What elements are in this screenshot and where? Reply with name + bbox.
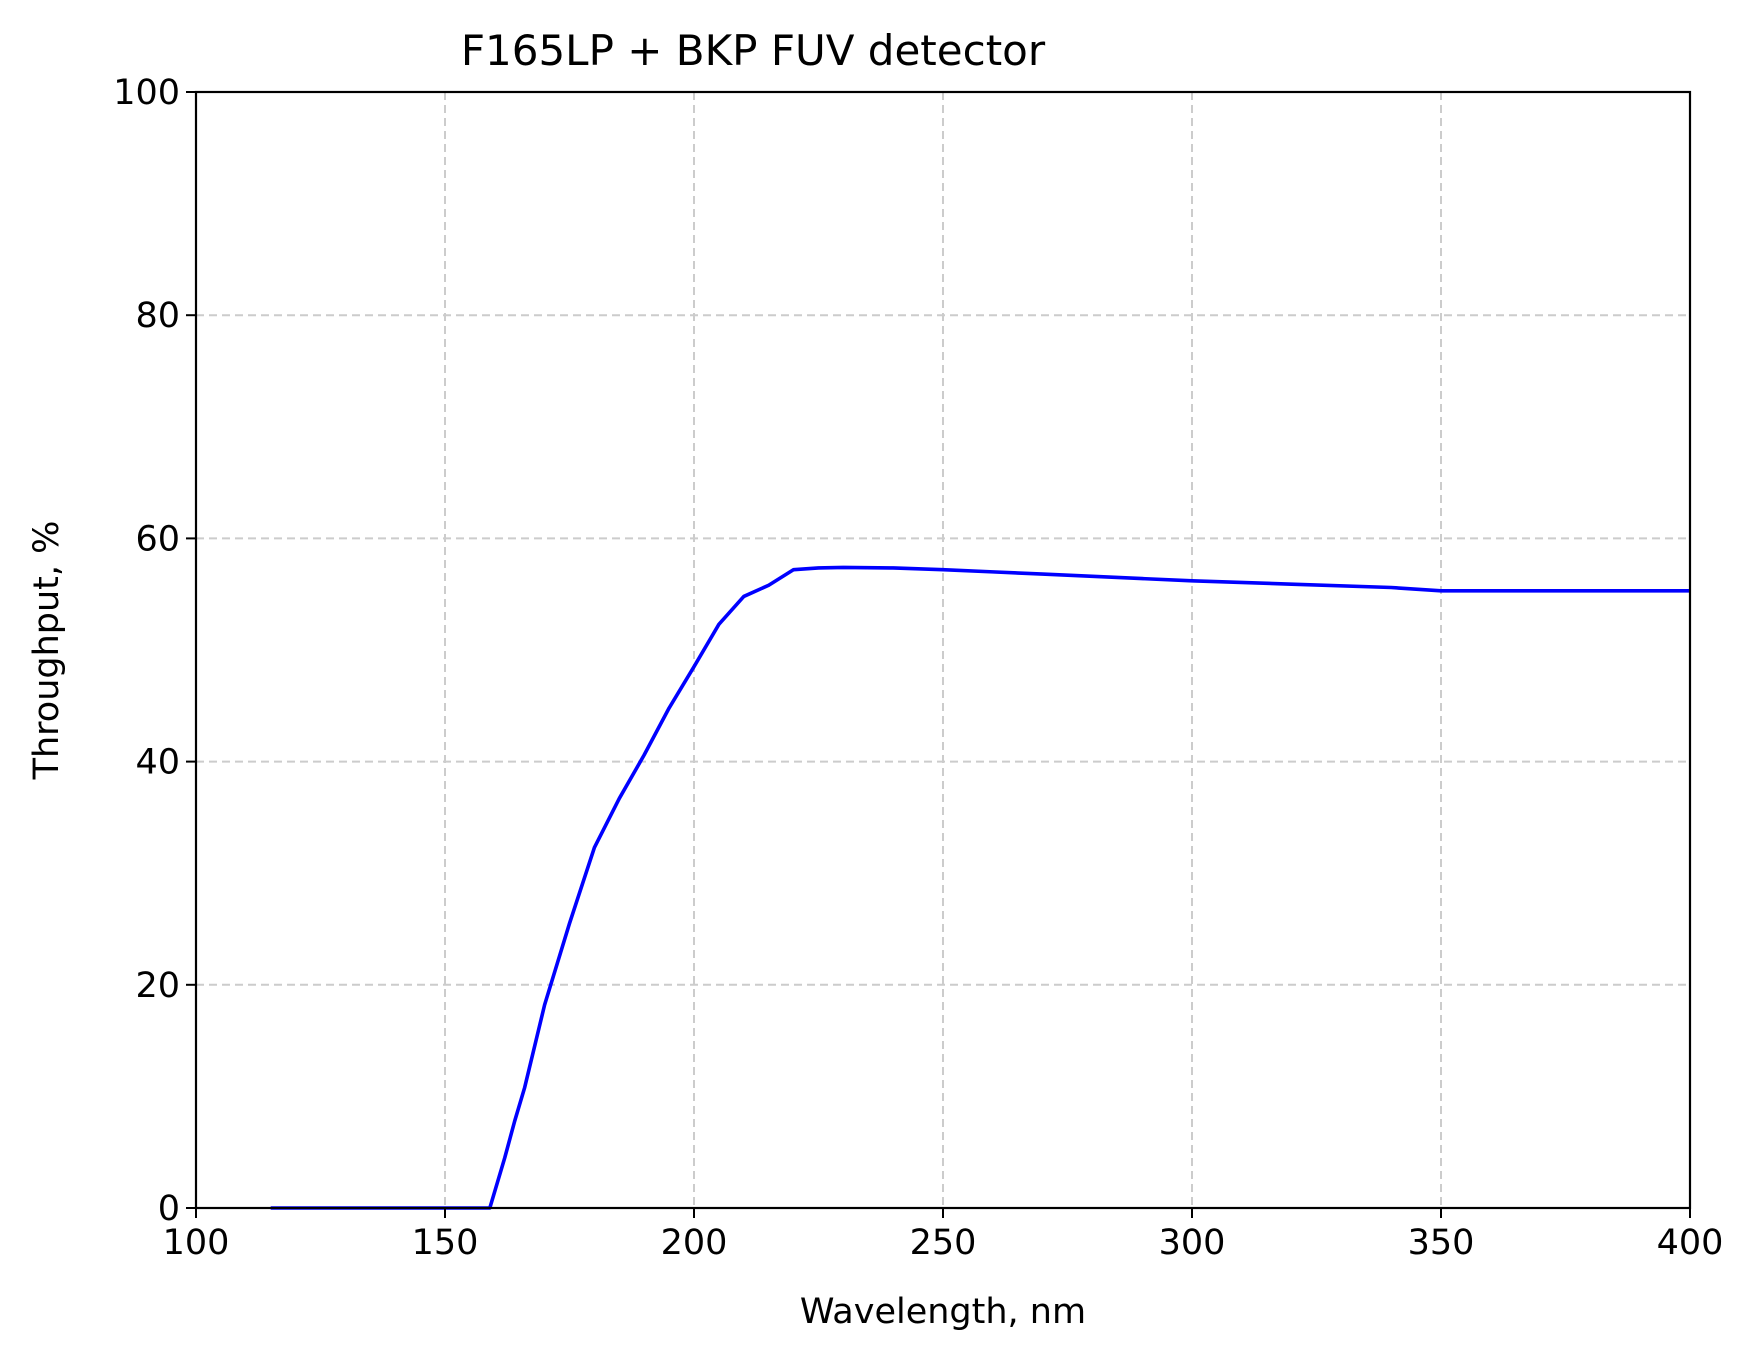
throughput-series-line [270,565,1690,1210]
x-axis-label: Wavelength, nm [800,1292,1086,1332]
x-tick-label: 150 [412,1223,479,1263]
tick-layer: 100 150 200 250 300 350 400 0 20 40 60 80 100 [113,73,1723,1263]
y-tick-label: 80 [135,296,180,336]
y-tick-label: 100 [113,73,180,113]
x-tick-label: 350 [1408,1223,1475,1263]
x-tick-label: 100 [163,1223,230,1263]
x-tick-label: 400 [1657,1223,1724,1263]
y-tick-label: 40 [135,743,180,783]
y-tick-label: 60 [135,519,180,559]
y-axis-label: Throughput, % [27,521,67,781]
y-tick-label: 20 [135,966,180,1006]
y-tick-label: 0 [158,1189,180,1229]
x-tick-label: 300 [1159,1223,1226,1263]
series-layer [270,565,1690,1210]
x-tick-label: 200 [661,1223,728,1263]
chart-title: F165LP + BKP FUV detector [461,26,1046,75]
x-tick-label: 250 [910,1223,977,1263]
